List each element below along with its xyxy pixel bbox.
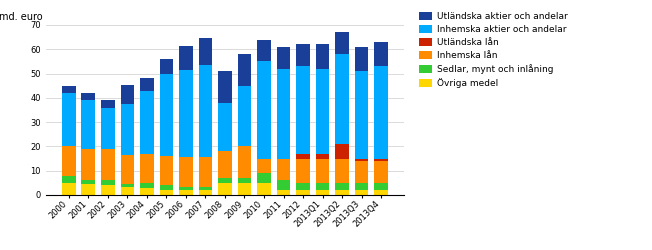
Bar xyxy=(335,144,349,158)
Bar xyxy=(101,149,115,180)
Bar xyxy=(160,185,173,190)
Bar xyxy=(335,190,349,195)
Bar xyxy=(140,154,154,183)
Bar xyxy=(199,186,213,190)
Bar xyxy=(179,190,193,195)
Bar xyxy=(179,186,193,190)
Bar xyxy=(82,149,95,180)
Bar xyxy=(316,190,329,195)
Bar xyxy=(316,44,329,69)
Bar xyxy=(237,178,251,183)
Bar xyxy=(257,173,271,183)
Bar xyxy=(237,183,251,195)
Bar xyxy=(218,71,231,103)
Bar xyxy=(296,158,310,183)
Bar xyxy=(82,93,95,100)
Bar xyxy=(335,183,349,190)
Bar xyxy=(374,158,388,161)
Bar xyxy=(296,183,310,190)
Text: md. euro: md. euro xyxy=(0,12,42,22)
Bar xyxy=(140,78,154,90)
Bar xyxy=(101,100,115,108)
Bar xyxy=(218,183,231,195)
Bar xyxy=(62,183,76,195)
Bar xyxy=(140,183,154,188)
Bar xyxy=(355,190,368,195)
Bar xyxy=(257,183,271,195)
Bar xyxy=(121,84,134,104)
Bar xyxy=(374,183,388,190)
Bar xyxy=(276,47,290,69)
Bar xyxy=(374,42,388,66)
Bar xyxy=(296,66,310,154)
Bar xyxy=(276,69,290,158)
Bar xyxy=(199,38,213,65)
Bar xyxy=(237,86,251,146)
Bar xyxy=(82,180,95,184)
Bar xyxy=(179,46,193,70)
Bar xyxy=(101,180,115,185)
Bar xyxy=(257,62,271,158)
Bar xyxy=(121,155,134,184)
Bar xyxy=(199,65,213,157)
Bar xyxy=(179,157,193,186)
Bar xyxy=(355,161,368,183)
Bar xyxy=(257,40,271,62)
Bar xyxy=(160,59,173,74)
Bar xyxy=(62,146,76,176)
Bar xyxy=(101,108,115,149)
Bar xyxy=(62,93,76,146)
Bar xyxy=(82,184,95,195)
Bar xyxy=(374,161,388,183)
Bar xyxy=(316,154,329,158)
Bar xyxy=(160,190,173,195)
Bar xyxy=(257,158,271,173)
Bar xyxy=(160,74,173,156)
Bar xyxy=(296,154,310,158)
Bar xyxy=(316,69,329,154)
Bar xyxy=(62,86,76,93)
Bar xyxy=(276,190,290,195)
Bar xyxy=(335,54,349,144)
Bar xyxy=(140,188,154,195)
Bar xyxy=(374,66,388,158)
Bar xyxy=(296,190,310,195)
Bar xyxy=(237,54,251,86)
Bar xyxy=(101,185,115,195)
Bar xyxy=(335,158,349,183)
Bar xyxy=(179,70,193,157)
Bar xyxy=(199,190,213,195)
Bar xyxy=(121,104,134,155)
Bar xyxy=(199,157,213,186)
Bar xyxy=(121,184,134,186)
Bar xyxy=(335,32,349,54)
Bar xyxy=(355,47,368,71)
Bar xyxy=(276,158,290,180)
Bar xyxy=(62,176,76,183)
Bar xyxy=(374,190,388,195)
Bar xyxy=(316,183,329,190)
Bar xyxy=(237,146,251,178)
Bar xyxy=(82,100,95,149)
Bar xyxy=(276,180,290,190)
Legend: Utländska aktier och andelar, Inhemska aktier och andelar, Utländska lån, Inhems: Utländska aktier och andelar, Inhemska a… xyxy=(419,12,567,88)
Bar xyxy=(218,103,231,151)
Bar xyxy=(355,158,368,161)
Bar xyxy=(140,90,154,154)
Bar xyxy=(316,158,329,183)
Bar xyxy=(121,186,134,195)
Bar xyxy=(296,44,310,66)
Bar xyxy=(160,156,173,185)
Bar xyxy=(355,183,368,190)
Bar xyxy=(218,151,231,178)
Bar xyxy=(218,178,231,183)
Bar xyxy=(355,71,368,158)
